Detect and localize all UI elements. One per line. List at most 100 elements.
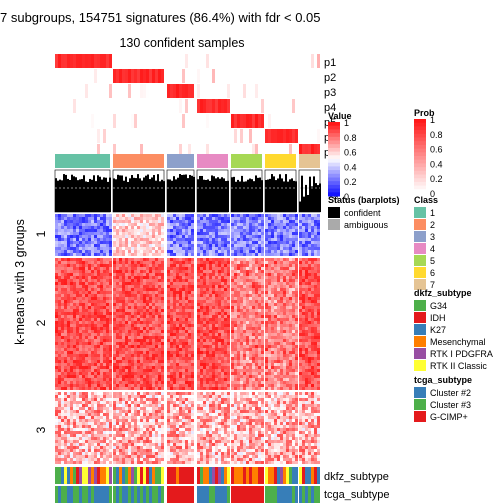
heat-cell xyxy=(125,366,128,369)
heat-cell xyxy=(146,306,149,309)
heat-cell xyxy=(109,354,112,357)
heat-cell xyxy=(100,258,103,261)
heat-cell xyxy=(113,345,116,348)
heat-cell xyxy=(122,372,125,375)
prob-cell xyxy=(252,69,255,83)
heat-cell xyxy=(137,387,140,390)
heat-cell xyxy=(149,235,152,238)
heat-cell xyxy=(70,232,73,235)
heat-cell xyxy=(140,357,143,360)
heat-cell xyxy=(203,315,206,318)
heat-cell xyxy=(200,288,203,291)
heat-cell xyxy=(100,366,103,369)
heat-cell xyxy=(215,291,218,294)
heat-cell xyxy=(258,351,261,354)
heat-cell xyxy=(88,318,91,321)
heat-cell xyxy=(106,342,109,345)
heat-cell xyxy=(231,288,234,291)
silhouette-bar xyxy=(313,176,315,212)
heat-cell xyxy=(179,330,182,333)
heat-cell xyxy=(91,238,94,241)
heat-cell xyxy=(70,330,73,333)
heat-cell xyxy=(261,232,264,235)
heat-cell xyxy=(176,345,179,348)
heat-cell xyxy=(215,360,218,363)
heat-cell xyxy=(206,321,209,324)
heat-cell xyxy=(73,336,76,339)
heat-cell xyxy=(116,273,119,276)
prob-cell xyxy=(246,84,249,98)
heat-cell xyxy=(227,315,230,318)
heat-cell xyxy=(94,354,97,357)
prob-cell xyxy=(271,54,274,68)
heat-cell xyxy=(79,357,82,360)
heat-cell xyxy=(289,273,292,276)
prob-cell xyxy=(88,114,91,128)
heat-cell xyxy=(224,333,227,336)
heat-cell xyxy=(109,378,112,381)
heat-cell xyxy=(100,247,103,250)
heat-cell xyxy=(116,279,119,282)
heat-cell xyxy=(70,267,73,270)
heat-cell xyxy=(64,384,67,387)
prob-cell xyxy=(283,114,286,128)
heat-cell xyxy=(188,339,191,342)
heat-cell xyxy=(94,345,97,348)
heat-cell xyxy=(131,297,134,300)
heat-cell xyxy=(91,363,94,366)
heat-cell xyxy=(103,226,106,229)
prob-cell xyxy=(240,99,243,113)
heat-cell xyxy=(308,217,311,220)
heat-cell xyxy=(113,348,116,351)
heat-cell xyxy=(234,232,237,235)
heat-cell xyxy=(231,324,234,327)
heat-cell xyxy=(176,318,179,321)
heat-cell xyxy=(100,226,103,229)
silhouette-bar xyxy=(197,179,199,212)
heat-cell xyxy=(170,220,173,223)
heat-cell xyxy=(158,375,161,378)
prob-cell xyxy=(280,69,283,83)
heat-cell xyxy=(170,238,173,241)
heat-cell xyxy=(311,235,314,238)
prob-cell xyxy=(200,99,203,113)
heat-cell xyxy=(116,238,119,241)
heat-cell xyxy=(280,270,283,273)
heat-cell xyxy=(170,217,173,220)
heat-cell xyxy=(88,360,91,363)
heat-cell xyxy=(167,333,170,336)
heat-cell xyxy=(149,348,152,351)
silhouette-bar xyxy=(207,179,209,212)
heat-cell xyxy=(227,300,230,303)
heat-cell xyxy=(215,327,218,330)
prob-cell xyxy=(103,114,106,128)
heat-cell xyxy=(170,258,173,261)
heat-cell xyxy=(149,372,152,375)
heat-cell xyxy=(209,241,212,244)
heat-cell xyxy=(158,315,161,318)
heat-cell xyxy=(67,288,70,291)
heat-cell xyxy=(76,384,79,387)
prob-cell xyxy=(203,114,206,128)
prob-cell xyxy=(146,129,149,143)
heat-cell xyxy=(55,327,58,330)
heat-cell xyxy=(82,244,85,247)
heat-cell xyxy=(103,282,106,285)
heat-cell xyxy=(103,232,106,235)
heat-cell xyxy=(109,300,112,303)
heat-cell xyxy=(209,387,212,390)
heat-cell xyxy=(249,273,252,276)
heat-cell xyxy=(243,309,246,312)
heat-cell xyxy=(113,309,116,312)
heat-cell xyxy=(67,300,70,303)
heat-cell xyxy=(209,372,212,375)
heat-cell xyxy=(94,339,97,342)
heat-cell xyxy=(243,345,246,348)
heat-cell xyxy=(191,282,194,285)
heat-cell xyxy=(158,330,161,333)
heat-cell xyxy=(182,226,185,229)
heat-cell xyxy=(261,381,264,384)
heat-cell xyxy=(109,247,112,250)
heat-cell xyxy=(152,327,155,330)
prob-cell xyxy=(255,144,258,158)
